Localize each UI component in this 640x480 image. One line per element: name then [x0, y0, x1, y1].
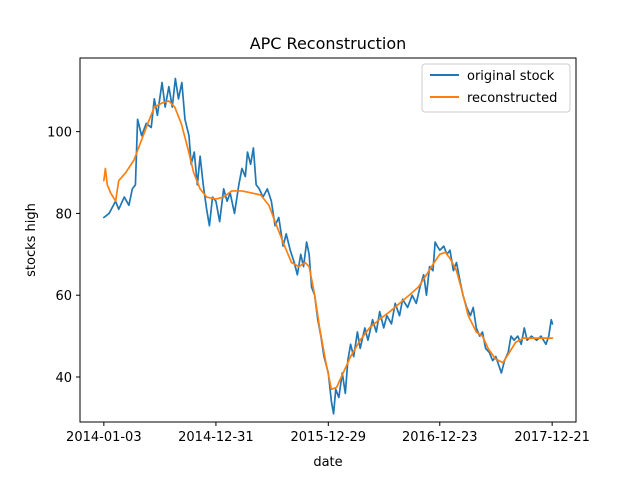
- series-layer: [102, 77, 554, 415]
- x-tick-label: 2017-12-21: [514, 430, 590, 445]
- x-tick-label: 2014-12-31: [178, 430, 254, 445]
- y-tick-label: 40: [55, 371, 72, 386]
- y-tick-label: 60: [55, 289, 72, 304]
- legend: original stock reconstructed: [421, 63, 571, 113]
- legend-label-reconstructed: reconstructed: [467, 91, 557, 106]
- series-line-reconstructed: [102, 100, 554, 391]
- x-tick-label: 2016-12-23: [402, 430, 478, 445]
- y-tick-label: 80: [55, 207, 72, 222]
- y-tick-label: 100: [47, 126, 72, 141]
- x-axis: 2014-01-03 2014-12-31 2015-12-29 2016-12-23…: [66, 422, 590, 445]
- x-axis-label: date: [313, 455, 342, 470]
- legend-label-original-stock: original stock: [467, 69, 555, 84]
- y-axis: 40 60 80 100: [47, 126, 80, 386]
- chart-title: APC Reconstruction: [250, 34, 407, 53]
- x-tick-label: 2014-01-03: [66, 430, 142, 445]
- y-axis-label: stocks high: [24, 203, 39, 277]
- x-tick-label: 2015-12-29: [291, 430, 367, 445]
